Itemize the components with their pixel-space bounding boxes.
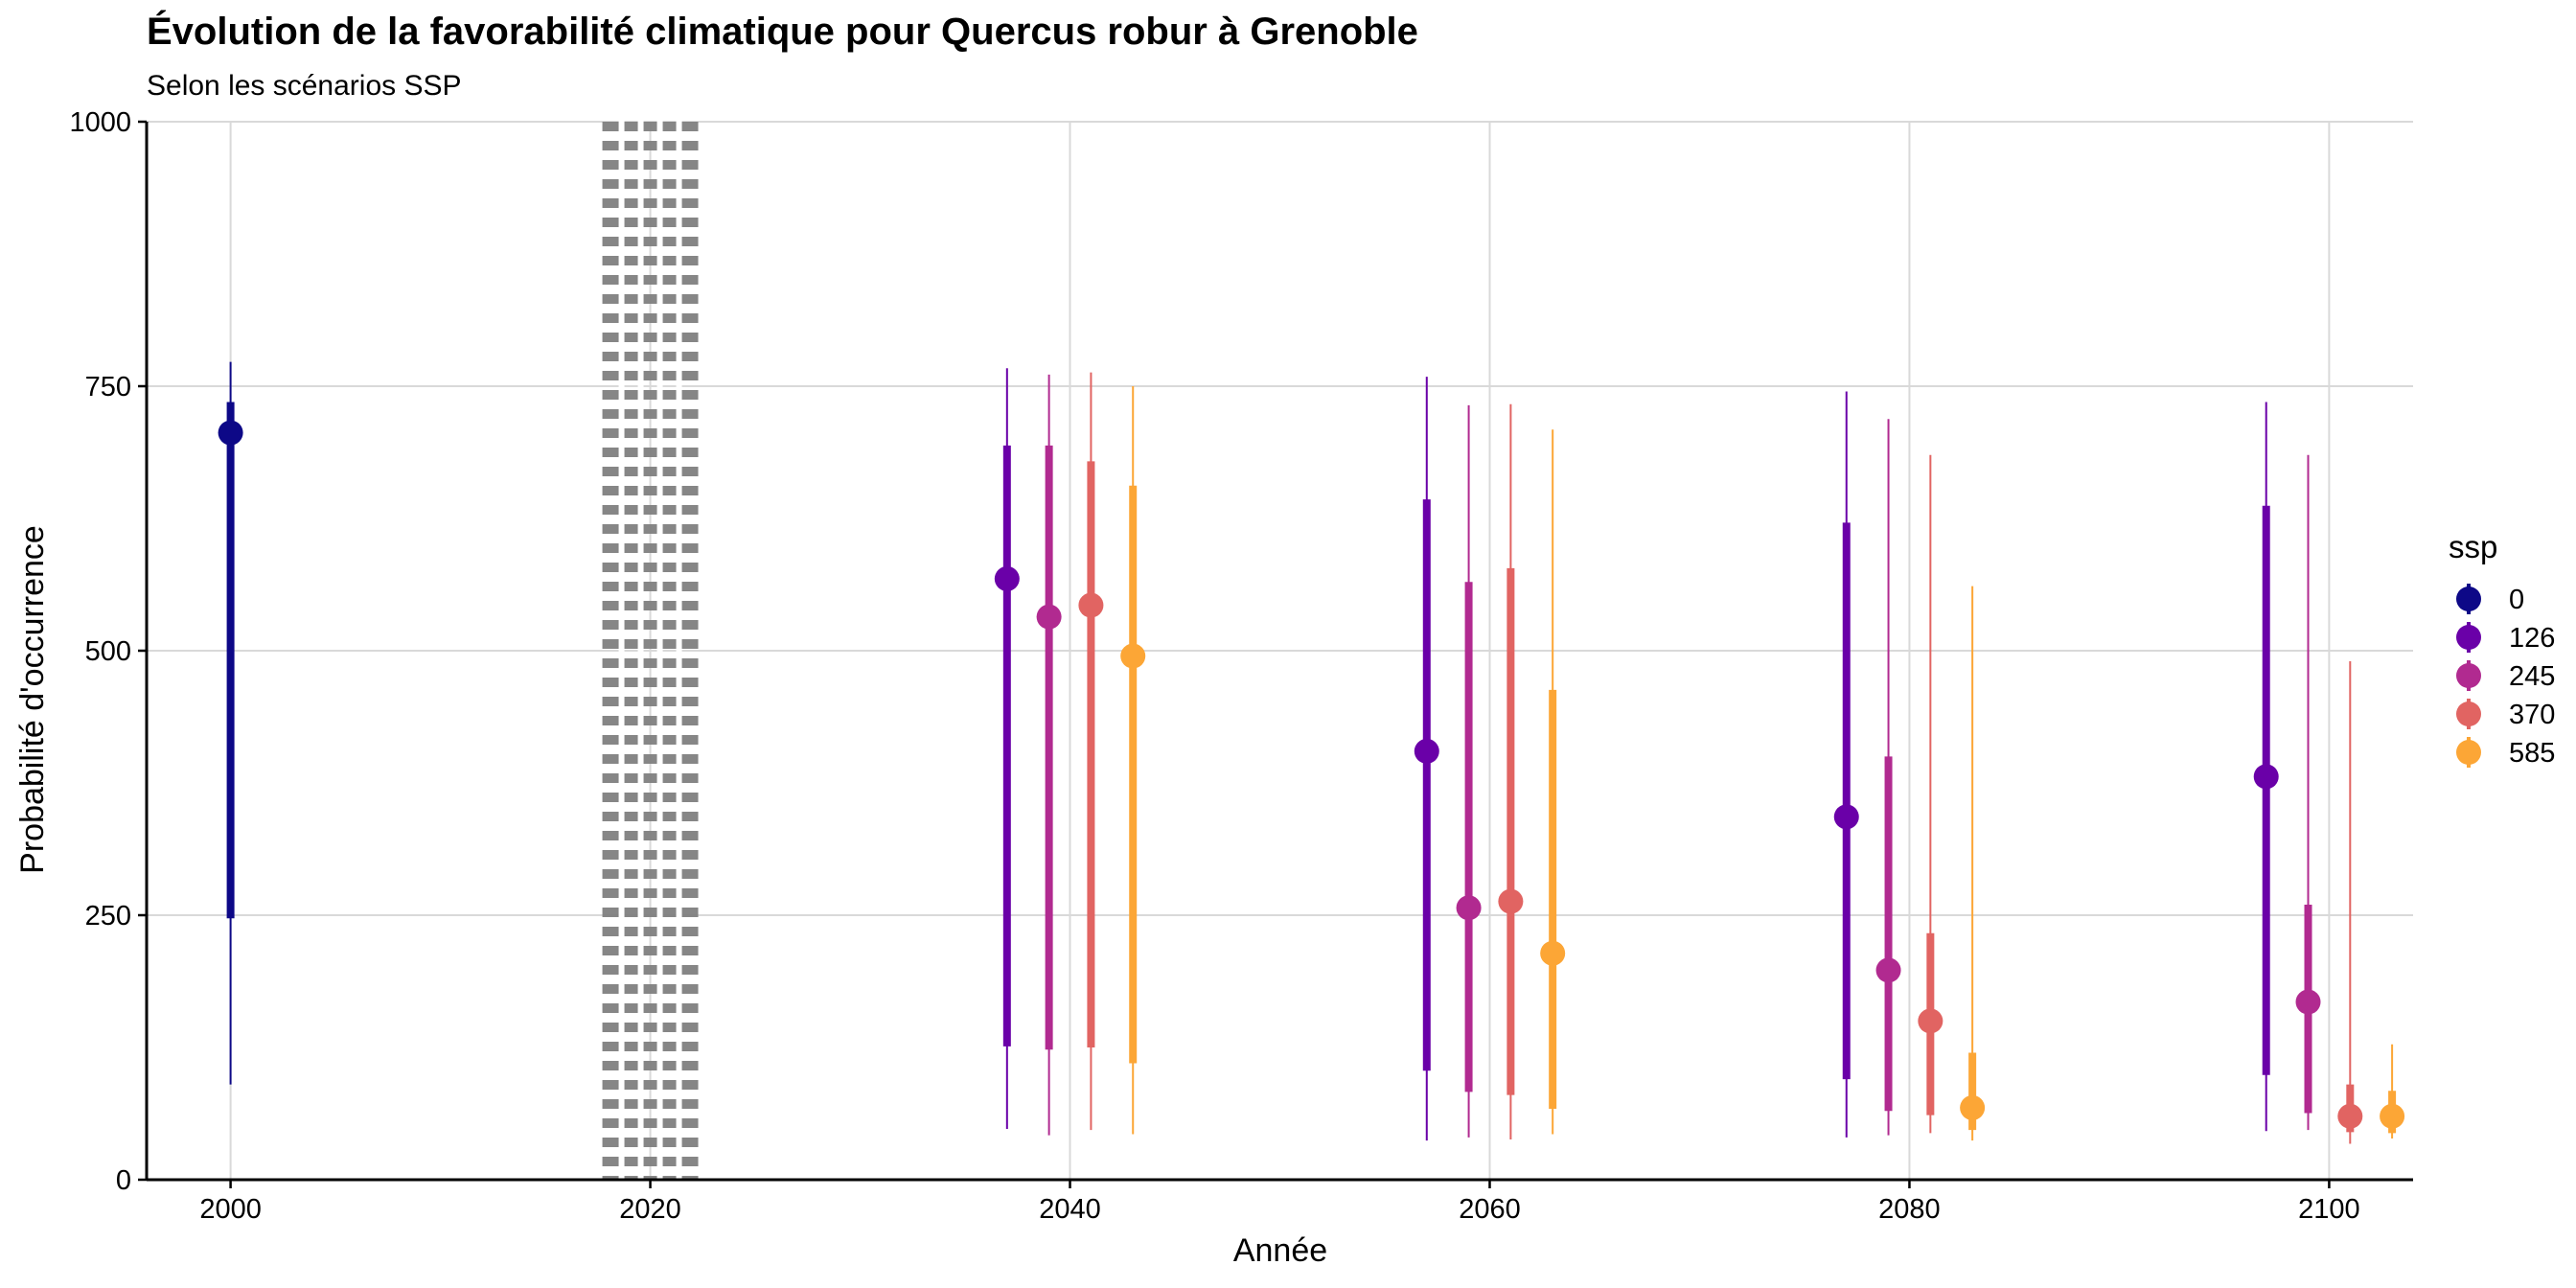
y-tick-label: 1000 <box>69 107 131 138</box>
series-585-pointrange-2080 <box>1960 586 1986 1141</box>
series-0-pointrange-2000 <box>218 361 243 1085</box>
legend-key-point <box>2456 586 2481 611</box>
series-245-pointrange-2060 <box>1456 404 1482 1138</box>
reference-line-layer <box>602 120 699 1182</box>
median-point <box>2380 1103 2405 1129</box>
series-370-pointrange-2060 <box>1498 403 1524 1140</box>
legend-label: 126 <box>2509 623 2555 654</box>
median-point <box>1078 592 1104 618</box>
median-point <box>1036 604 1062 630</box>
legend-item-0: 0 <box>2456 584 2524 615</box>
y-tick-label: 0 <box>116 1165 131 1196</box>
median-point <box>1875 957 1901 983</box>
median-point <box>1456 895 1482 921</box>
grid <box>147 121 2413 1181</box>
chart-title: Évolution de la favorabilité climatique … <box>147 10 1418 53</box>
legend-key-point <box>2456 740 2481 765</box>
median-point <box>2295 989 2321 1015</box>
data-layer <box>218 361 2405 1144</box>
x-tick-label: 2060 <box>1459 1194 1521 1225</box>
legend-label: 370 <box>2509 700 2555 730</box>
y-axis-title: Probabilité d'occurrence <box>14 525 51 874</box>
x-tick-label: 2040 <box>1039 1194 1101 1225</box>
series-245-pointrange-2040 <box>1036 374 1062 1136</box>
median-point <box>1960 1094 1986 1120</box>
series-245-pointrange-2080 <box>1875 419 1901 1136</box>
chart-subtitle: Selon les scénarios SSP <box>147 70 462 102</box>
median-point <box>1833 804 1859 830</box>
legend-title: ssp <box>2449 529 2497 564</box>
x-tick-label: 2080 <box>1878 1194 1941 1225</box>
series-126-pointrange-2100 <box>2253 402 2279 1132</box>
series-245-pointrange-2100 <box>2295 454 2321 1131</box>
legend-item-370: 370 <box>2456 699 2555 730</box>
median-point <box>1540 940 1566 966</box>
median-point <box>2337 1103 2363 1129</box>
legend-label: 0 <box>2509 585 2524 615</box>
series-370-pointrange-2040 <box>1078 372 1104 1131</box>
median-point <box>1414 738 1439 764</box>
y-tick-label: 250 <box>85 901 131 932</box>
x-axis-title: Année <box>1233 1232 1327 1269</box>
legend-item-126: 126 <box>2456 622 2555 654</box>
legend-key-point <box>2456 625 2481 650</box>
legend-key-point <box>2456 702 2481 726</box>
axes: 0 250 500 750 1000 2000 2020 2040 2060 2080 2100 <box>69 107 2413 1225</box>
median-point <box>1498 888 1524 914</box>
legend-key-point <box>2456 663 2481 688</box>
series-370-pointrange-2100 <box>2337 661 2363 1144</box>
series-126-pointrange-2060 <box>1414 377 1439 1141</box>
series-370-pointrange-2080 <box>1918 454 1944 1134</box>
legend-item-245: 245 <box>2456 660 2555 692</box>
legend-item-585: 585 <box>2456 737 2555 769</box>
median-point <box>218 420 243 446</box>
x-tick-label: 2000 <box>199 1194 262 1225</box>
series-585-pointrange-2060 <box>1540 429 1566 1135</box>
x-tick-label: 2100 <box>2298 1194 2360 1225</box>
series-126-pointrange-2040 <box>994 368 1020 1130</box>
median-point <box>1120 643 1146 669</box>
series-126-pointrange-2080 <box>1833 391 1859 1138</box>
x-tick-label: 2020 <box>619 1194 681 1225</box>
legend-label: 585 <box>2509 738 2555 769</box>
series-585-pointrange-2100 <box>2380 1044 2405 1138</box>
legend: ssp 0 126 245 370 585 <box>2449 529 2555 769</box>
median-point <box>1918 1008 1944 1034</box>
median-point <box>994 565 1020 591</box>
legend-label: 245 <box>2509 661 2555 692</box>
series-585-pointrange-2040 <box>1120 386 1146 1135</box>
y-tick-label: 500 <box>85 636 131 667</box>
median-point <box>2253 764 2279 790</box>
y-tick-label: 750 <box>85 372 131 402</box>
